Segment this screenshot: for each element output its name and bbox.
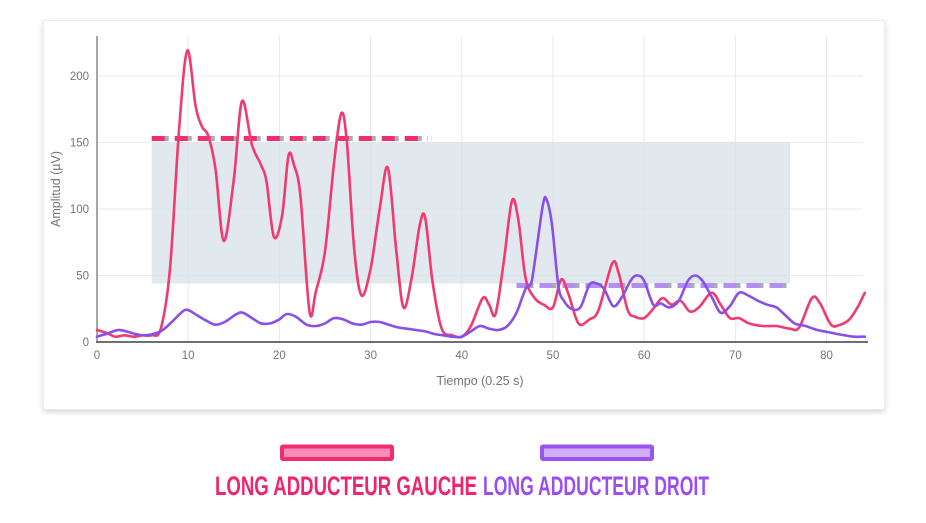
- emg-line-chart[interactable]: 0 10 20 30 40 50 60 70 80 0 50 100 150 200 Tiempo (0.…: [44, 21, 884, 409]
- chart-card: 0 10 20 30 40 50 60 70 80 0 50 100 150 200 Tiempo (0.…: [43, 20, 885, 410]
- legend-swatch-gauche-icon[interactable]: [280, 444, 394, 461]
- legend-label-droit[interactable]: LONG ADDUCTEUR DROIT: [483, 471, 709, 501]
- svg-text:50: 50: [76, 270, 89, 282]
- chart-legend: LONG ADDUCTEUR GAUCHE LONG ADDUCTEUR DRO…: [215, 444, 709, 502]
- svg-text:30: 30: [364, 350, 377, 362]
- y-axis-title: Amplitud (µV): [49, 151, 63, 227]
- svg-text:70: 70: [729, 350, 742, 362]
- x-axis-title: Tiempo (0.25 s): [436, 374, 523, 388]
- svg-text:100: 100: [70, 204, 89, 216]
- svg-text:80: 80: [820, 350, 833, 362]
- legend-item-droit[interactable]: LONG ADDUCTEUR DROIT: [483, 444, 709, 502]
- legend-label-gauche[interactable]: LONG ADDUCTEUR GAUCHE: [215, 471, 477, 501]
- svg-text:10: 10: [182, 350, 195, 362]
- svg-text:0: 0: [94, 350, 100, 362]
- chart-plot-area: 0 10 20 30 40 50 60 70 80 0 50 100 150 200: [70, 36, 868, 362]
- svg-text:0: 0: [83, 337, 89, 349]
- svg-text:20: 20: [273, 350, 286, 362]
- svg-text:50: 50: [547, 350, 560, 362]
- legend-item-gauche[interactable]: LONG ADDUCTEUR GAUCHE: [215, 444, 477, 502]
- svg-text:60: 60: [638, 350, 651, 362]
- legend-swatch-droit-icon[interactable]: [540, 444, 654, 461]
- svg-text:200: 200: [70, 71, 89, 83]
- svg-text:40: 40: [455, 350, 468, 362]
- svg-text:150: 150: [70, 137, 89, 149]
